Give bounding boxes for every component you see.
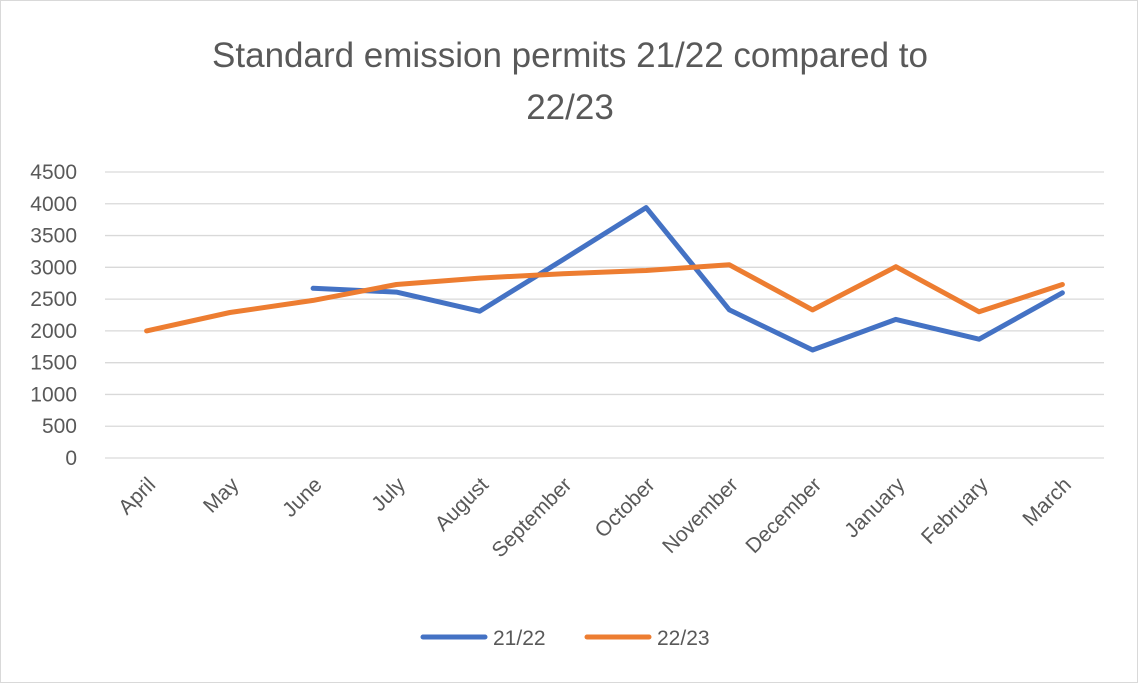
x-tick-label: May bbox=[199, 473, 244, 518]
y-tick-label: 1500 bbox=[30, 352, 77, 375]
y-tick-label: 2000 bbox=[30, 320, 77, 343]
chart-title-line-2: 22/23 bbox=[526, 88, 614, 127]
x-tick-label: April bbox=[114, 473, 160, 519]
x-tick-label: March bbox=[1018, 473, 1076, 531]
legend-label: 21/22 bbox=[493, 627, 546, 650]
y-tick-label: 0 bbox=[65, 447, 77, 470]
y-tick-label: 3000 bbox=[30, 256, 77, 279]
legend: 21/22 22/23 bbox=[420, 627, 710, 650]
y-axis-tick-labels: 0 500 1000 1500 2000 2500 3000 3500 4000 4500 bbox=[30, 161, 77, 470]
series-lines bbox=[144, 205, 1065, 353]
x-tick-label: August bbox=[431, 473, 494, 536]
gridlines bbox=[105, 171, 1104, 459]
y-tick-label: 2500 bbox=[30, 288, 77, 311]
x-tick-label: October bbox=[591, 473, 660, 542]
x-tick-label: January bbox=[840, 473, 909, 542]
series-line-1 bbox=[144, 262, 1065, 334]
y-tick-label: 4500 bbox=[30, 161, 77, 184]
legend-item-1: 22/23 bbox=[584, 627, 710, 650]
x-tick-label: November bbox=[658, 473, 743, 558]
chart-title-line-1: Standard emission permits 21/22 compared… bbox=[212, 36, 928, 75]
legend-item-0: 21/22 bbox=[420, 627, 546, 650]
x-tick-label: December bbox=[741, 473, 826, 558]
x-tick-label: September bbox=[488, 473, 577, 562]
chart-title: Standard emission permits 21/22 compared… bbox=[212, 36, 928, 127]
x-tick-label: February bbox=[917, 473, 993, 549]
y-tick-label: 4000 bbox=[30, 193, 77, 216]
x-tick-label: June bbox=[278, 473, 326, 521]
legend-label: 22/23 bbox=[657, 627, 710, 650]
y-tick-label: 500 bbox=[42, 415, 77, 438]
y-tick-label: 3500 bbox=[30, 225, 77, 248]
series-line-0 bbox=[310, 205, 1065, 353]
x-tick-label: July bbox=[367, 473, 410, 516]
y-tick-label: 1000 bbox=[30, 383, 77, 406]
